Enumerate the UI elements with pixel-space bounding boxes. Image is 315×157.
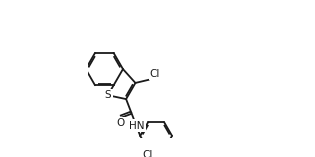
Text: HN: HN — [129, 121, 144, 130]
Text: Cl: Cl — [143, 150, 153, 157]
Text: S: S — [105, 90, 111, 100]
Text: O: O — [116, 118, 124, 128]
Text: Cl: Cl — [150, 69, 160, 79]
